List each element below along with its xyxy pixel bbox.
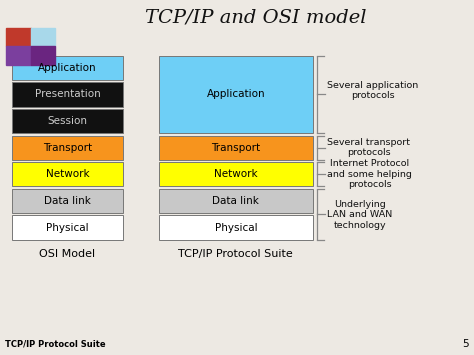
Bar — [12, 136, 123, 160]
Text: TCP/IP and OSI model: TCP/IP and OSI model — [145, 9, 367, 27]
Bar — [31, 46, 55, 65]
Text: Presentation: Presentation — [35, 89, 100, 99]
Bar — [159, 162, 313, 186]
Text: Physical: Physical — [46, 223, 89, 233]
Text: Internet Protocol
and some helping
protocols: Internet Protocol and some helping proto… — [327, 159, 412, 189]
Text: Transport: Transport — [43, 143, 92, 153]
Text: Underlying
LAN and WAN
technology: Underlying LAN and WAN technology — [327, 200, 392, 230]
Text: Session: Session — [47, 116, 88, 126]
Bar — [6, 28, 31, 46]
Bar — [159, 136, 313, 160]
Text: Application: Application — [207, 89, 265, 99]
Text: Transport: Transport — [211, 143, 260, 153]
Bar — [12, 82, 123, 106]
Bar — [6, 46, 31, 65]
Bar — [12, 189, 123, 213]
Text: Application: Application — [38, 63, 97, 73]
Bar — [159, 56, 313, 133]
Text: OSI Model: OSI Model — [39, 249, 96, 259]
Text: 5: 5 — [463, 339, 469, 349]
Text: Data link: Data link — [44, 196, 91, 206]
Text: Several application
protocols: Several application protocols — [327, 81, 419, 100]
Bar — [12, 109, 123, 133]
Text: Physical: Physical — [215, 223, 257, 233]
Text: Data link: Data link — [212, 196, 259, 206]
Text: Network: Network — [46, 169, 90, 179]
Bar — [159, 215, 313, 240]
Text: Network: Network — [214, 169, 258, 179]
Bar — [159, 189, 313, 213]
Text: TCP/IP Protocol Suite: TCP/IP Protocol Suite — [5, 340, 105, 349]
Text: Several transport
protocols: Several transport protocols — [327, 138, 410, 157]
Bar — [31, 28, 55, 46]
Bar — [12, 162, 123, 186]
Bar — [12, 215, 123, 240]
Text: TCP/IP Protocol Suite: TCP/IP Protocol Suite — [178, 249, 293, 259]
Bar — [12, 56, 123, 80]
